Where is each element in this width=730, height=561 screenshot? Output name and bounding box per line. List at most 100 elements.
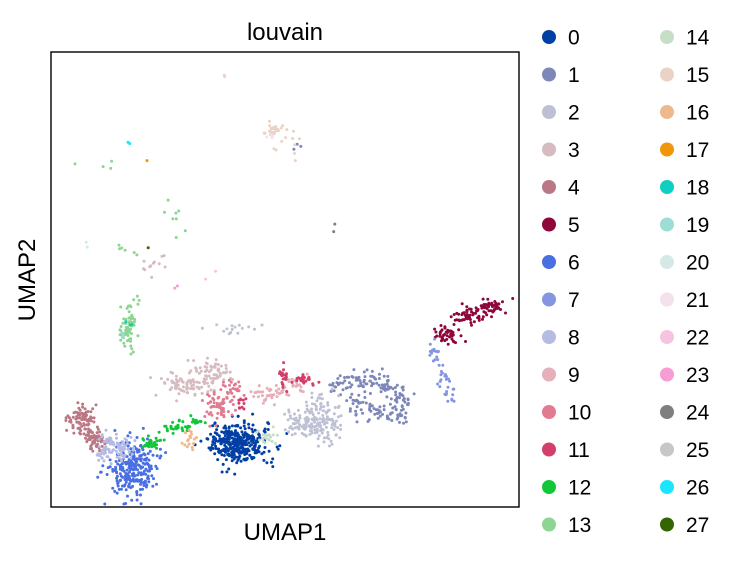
point-cluster-6 (128, 478, 132, 482)
point-cluster-19 (120, 331, 124, 335)
point-cluster-0 (210, 443, 214, 447)
point-cluster-9 (275, 395, 279, 399)
point-cluster-11 (241, 398, 245, 402)
point-cluster-8 (125, 442, 129, 446)
point-cluster-2 (316, 396, 320, 400)
point-cluster-6 (136, 478, 140, 482)
point-cluster-6 (115, 479, 119, 483)
point-cluster-3 (202, 380, 206, 384)
point-cluster-6 (147, 458, 151, 462)
point-cluster-6 (114, 467, 118, 471)
point-cluster-6 (130, 498, 134, 502)
point-cluster-12 (165, 427, 169, 431)
point-cluster-1 (348, 409, 352, 413)
point-cluster-3 (210, 380, 214, 384)
point-cluster-1 (377, 409, 381, 413)
point-cluster-4 (95, 425, 99, 429)
point-cluster-10 (229, 380, 233, 384)
point-cluster-13 (123, 248, 127, 252)
point-cluster-4 (77, 427, 81, 431)
point-cluster-15 (268, 124, 272, 128)
point-cluster-1 (393, 405, 397, 409)
point-cluster-4 (82, 423, 86, 427)
point-cluster-1 (390, 419, 394, 422)
point-cluster-5 (481, 297, 485, 301)
point-cluster-2 (298, 414, 302, 418)
point-cluster-0 (271, 457, 275, 461)
point-cluster-2 (316, 444, 320, 448)
point-cluster-8 (117, 452, 120, 456)
point-cluster-3 (190, 384, 194, 388)
point-cluster-2 (317, 411, 321, 415)
legend-item-10: 10 (542, 402, 591, 425)
point-cluster-4 (78, 408, 82, 412)
point-cluster-2 (318, 407, 322, 411)
point-cluster-16 (188, 434, 192, 438)
point-cluster-0 (251, 412, 255, 416)
point-cluster-2 (309, 410, 312, 414)
point-cluster-0 (262, 458, 266, 462)
point-cluster-1 (335, 381, 339, 385)
point-cluster-1 (368, 408, 372, 412)
point-cluster-13 (122, 317, 126, 321)
point-cluster-10 (226, 410, 230, 414)
point-cluster-1 (348, 407, 352, 411)
point-cluster-2 (296, 408, 300, 412)
point-cluster-8 (115, 455, 119, 459)
point-cluster-2 (304, 426, 308, 430)
point-cluster-7 (438, 380, 442, 383)
point-cluster-5 (491, 305, 494, 309)
point-cluster-5 (490, 301, 494, 305)
point-cluster-6 (143, 453, 147, 457)
point-cluster-3 (177, 392, 181, 396)
legend-item-15: 15 (660, 64, 709, 87)
point-cluster-2 (333, 422, 337, 425)
point-cluster-5 (457, 312, 461, 316)
point-cluster-0 (267, 422, 271, 426)
point-cluster-3 (209, 376, 213, 380)
point-cluster-15 (272, 147, 276, 151)
point-cluster-3 (197, 381, 201, 385)
point-cluster-0 (232, 456, 236, 460)
legend-item-21: 21 (660, 289, 709, 312)
point-cluster-4 (88, 430, 92, 434)
point-cluster-5 (467, 316, 471, 320)
point-cluster-15 (277, 129, 280, 133)
point-cluster-0 (235, 438, 239, 442)
legend-label-9: 9 (568, 364, 580, 387)
point-cluster-5 (484, 311, 487, 315)
point-cluster-3 (170, 379, 174, 383)
legend-marker-16 (660, 105, 674, 119)
point-cluster-12 (176, 424, 180, 427)
point-cluster-1 (292, 147, 296, 151)
point-cluster-1 (388, 386, 392, 390)
point-cluster-5 (465, 310, 469, 314)
point-cluster-2 (283, 428, 287, 432)
point-cluster-0 (238, 435, 242, 439)
point-cluster-0 (228, 441, 232, 445)
point-cluster-3 (166, 377, 170, 381)
point-cluster-2 (326, 401, 330, 405)
point-cluster-7 (451, 393, 455, 397)
point-cluster-6 (108, 465, 112, 469)
point-cluster-0 (230, 432, 234, 436)
point-cluster-1 (394, 390, 398, 394)
point-cluster-6 (114, 460, 118, 463)
point-cluster-10 (222, 410, 226, 414)
point-cluster-11 (300, 379, 304, 382)
point-cluster-2 (332, 412, 336, 416)
point-cluster-1 (357, 375, 361, 379)
point-cluster-2 (315, 418, 319, 422)
point-cluster-11 (281, 377, 285, 381)
point-cluster-2 (236, 331, 240, 335)
point-cluster-3 (191, 378, 195, 382)
point-cluster-3 (175, 399, 179, 403)
point-cluster-0 (234, 429, 237, 433)
point-cluster-2 (303, 410, 307, 414)
point-cluster-10 (200, 399, 204, 402)
point-cluster-1 (386, 374, 390, 378)
point-cluster-6 (147, 477, 150, 481)
point-cluster-0 (251, 423, 255, 427)
point-cluster-2 (336, 415, 340, 419)
point-cluster-3 (168, 388, 172, 392)
